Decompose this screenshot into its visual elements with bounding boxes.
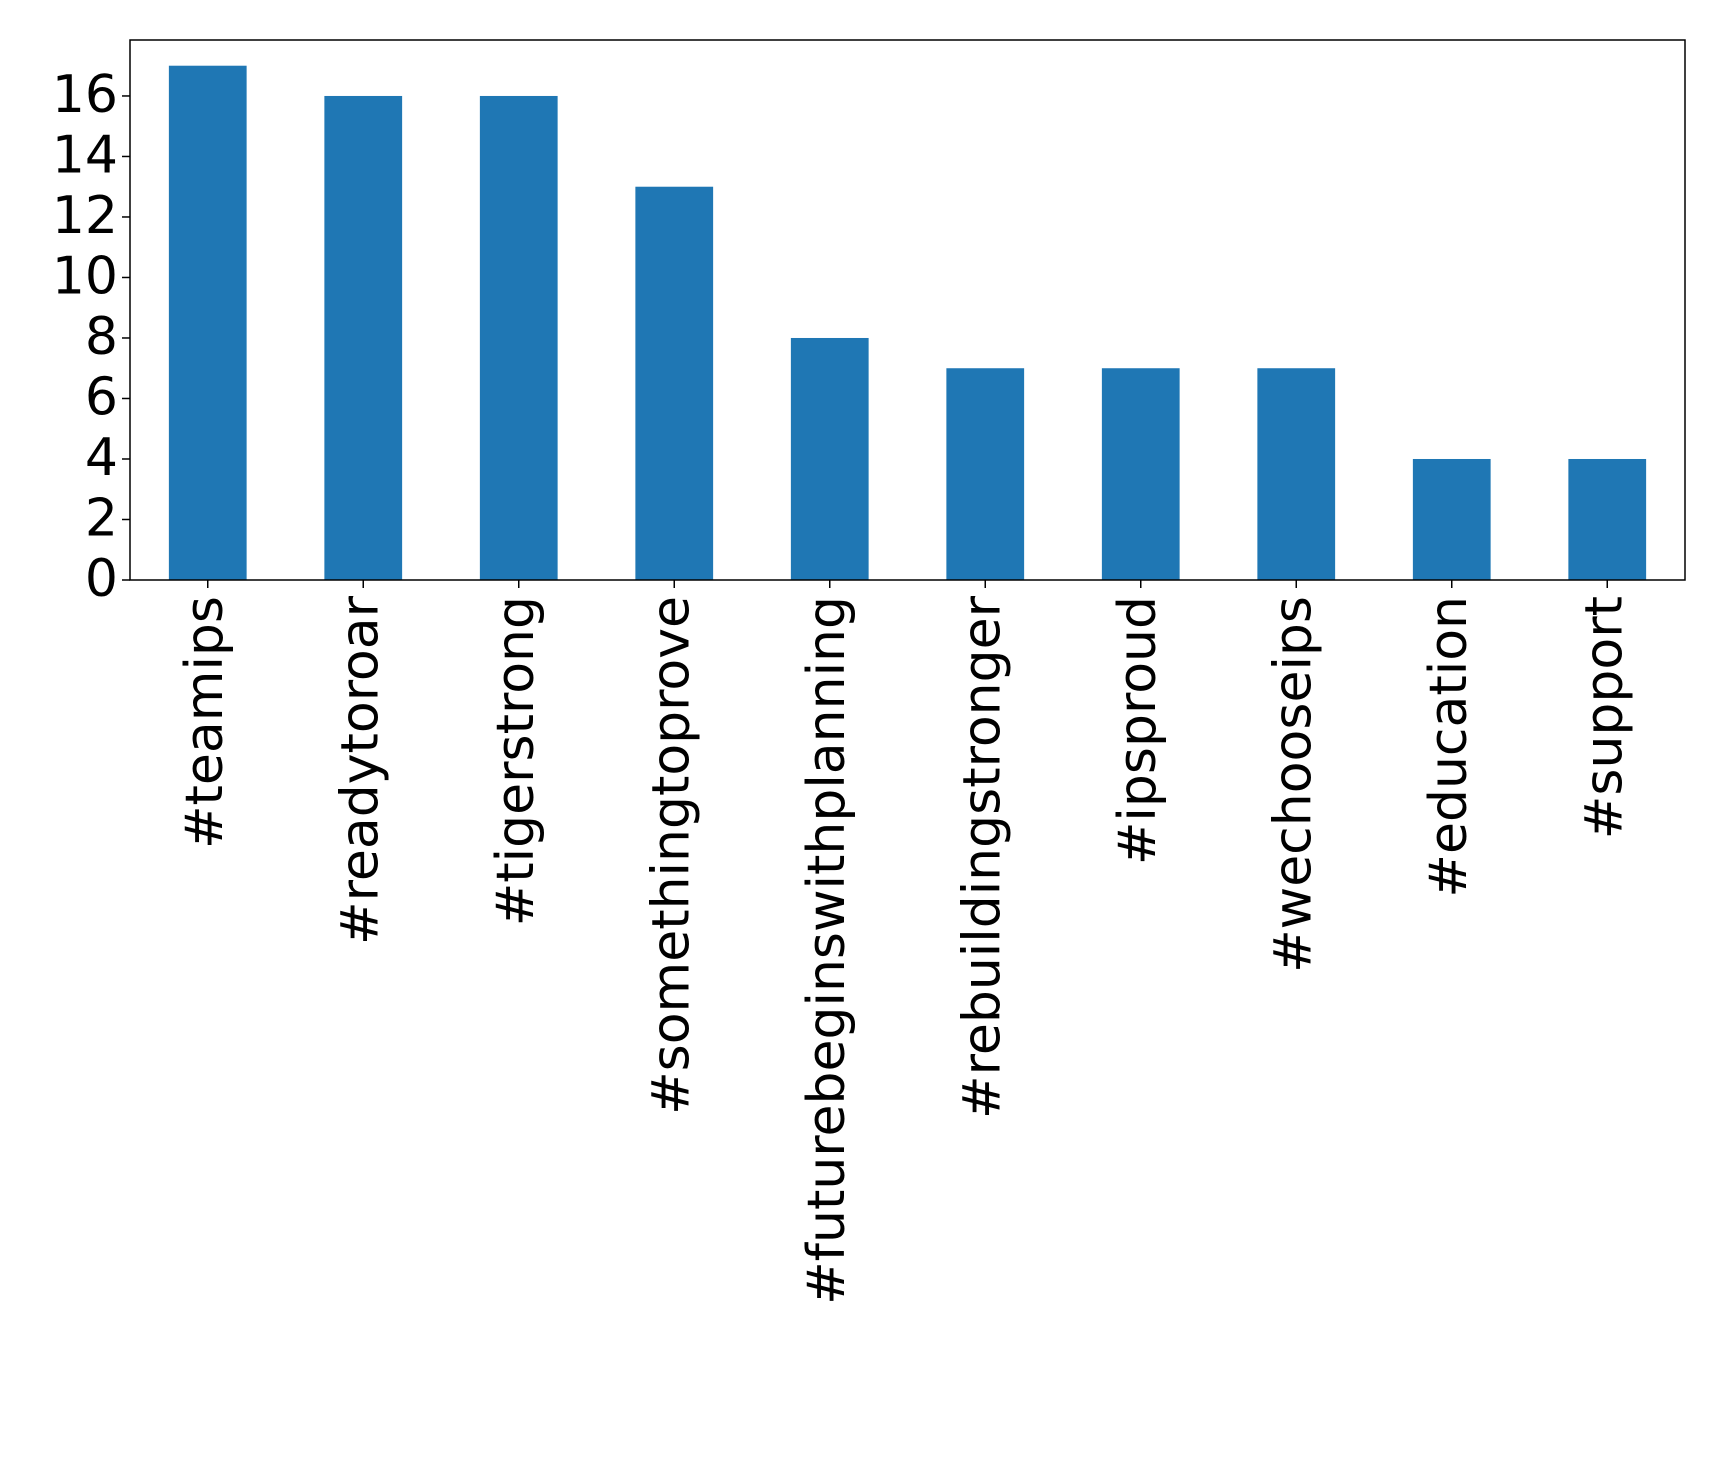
x-tick-label: #support <box>1574 596 1634 839</box>
bar <box>479 95 558 581</box>
plot-frame <box>129 39 1686 581</box>
x-tick-label: #somethingtoprove <box>641 596 701 1115</box>
y-tick-label: 4 <box>85 428 118 488</box>
bar <box>946 368 1025 580</box>
bar <box>1257 368 1336 580</box>
y-tick-label: 14 <box>52 125 118 185</box>
bar <box>1101 368 1180 580</box>
bar <box>1412 458 1491 580</box>
y-tick-label: 8 <box>85 307 118 367</box>
x-tick-label: #teamips <box>175 596 235 849</box>
x-tick-label: #wechooseips <box>1263 596 1323 973</box>
bar <box>790 337 869 580</box>
x-tick-label: #rebuildingstronger <box>952 595 1012 1119</box>
x-tick-label: #ipsproud <box>1108 596 1168 865</box>
y-tick-label: 12 <box>52 186 118 246</box>
x-tick-label: #education <box>1419 596 1479 898</box>
bar <box>324 95 403 581</box>
x-tick-label: #futurebeginswithplanning <box>797 596 857 1305</box>
y-tick-label: 2 <box>85 488 118 548</box>
x-tick-label: #readytoroar <box>330 595 390 945</box>
bar <box>168 65 247 580</box>
bar <box>635 186 714 580</box>
y-tick-label: 6 <box>85 367 118 427</box>
y-tick-label: 10 <box>52 246 118 306</box>
y-tick-label: 16 <box>52 65 118 125</box>
x-tick-label: #tigerstrong <box>486 596 546 926</box>
y-tick-label: 0 <box>85 549 118 609</box>
bar <box>1568 458 1647 580</box>
